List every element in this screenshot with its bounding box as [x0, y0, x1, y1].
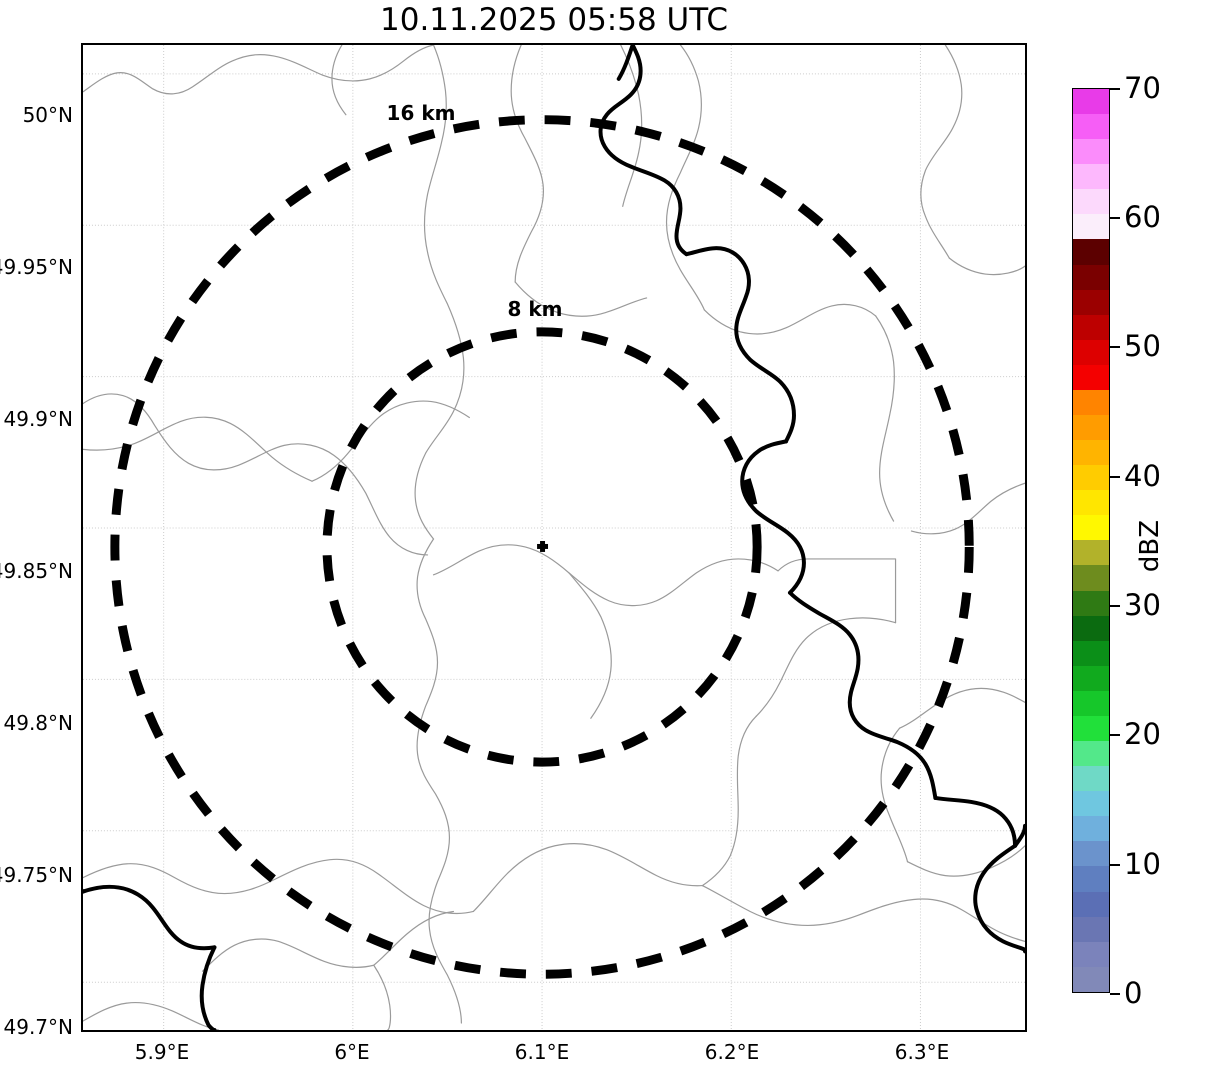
colorbar-band-9	[1073, 314, 1109, 340]
colorbar-band-31	[1073, 866, 1109, 892]
ytick-label-49.75: 49.75°N	[0, 863, 73, 887]
admin-boundaries	[83, 45, 1025, 1030]
colorbar-band-22	[1073, 640, 1109, 666]
colorbar-band-7	[1073, 264, 1109, 290]
colorbar-title: dBZ	[1135, 519, 1165, 573]
colorbar-band-4	[1073, 189, 1109, 215]
colorbar-label-30: 30	[1124, 588, 1161, 622]
ytick-label-49.9: 49.9°N	[3, 407, 74, 431]
colorbar-band-3	[1073, 164, 1109, 190]
xtick-label-6.2: 6.2°E	[704, 1040, 760, 1064]
colorbar-tick-40	[1110, 476, 1120, 478]
colorbar-band-33	[1073, 916, 1109, 942]
colorbar-tick-60	[1110, 217, 1120, 219]
colorbar-band-18	[1073, 540, 1109, 566]
colorbar-band-5	[1073, 214, 1109, 240]
grid-lines	[83, 45, 1025, 1030]
colorbar-band-11	[1073, 364, 1109, 390]
colorbar-label-40: 40	[1124, 459, 1161, 493]
colorbar-band-2	[1073, 139, 1109, 165]
colorbar-tick-70	[1110, 88, 1120, 90]
ring-label-8km: 8 km	[507, 297, 563, 321]
colorbar-band-8	[1073, 289, 1109, 315]
colorbar-label-70: 70	[1124, 71, 1161, 105]
colorbar-band-6	[1073, 239, 1109, 265]
colorbar-band-16	[1073, 490, 1109, 516]
colorbar[interactable]: 70 60 50 40 30 20 10 0	[1072, 71, 1161, 1010]
colorbar-label-50: 50	[1124, 329, 1161, 363]
colorbar-band-32	[1073, 891, 1109, 917]
page-title: 10.11.2025 05:58 UTC	[380, 2, 728, 38]
xtick-label-6: 6°E	[334, 1040, 370, 1064]
colorbar-label-60: 60	[1124, 200, 1161, 234]
xtick-label-6.1: 6.1°E	[514, 1040, 570, 1064]
colorbar-band-17	[1073, 515, 1109, 541]
ytick-label-49.8: 49.8°N	[3, 711, 74, 735]
ytick-label-49.95: 49.95°N	[0, 255, 73, 279]
xtick-label-6.3: 6.3°E	[894, 1040, 950, 1064]
colorbar-band-24	[1073, 690, 1109, 716]
ytick-label-50: 50°N	[22, 103, 73, 127]
colorbar-label-20: 20	[1124, 717, 1161, 751]
colorbar-band-20	[1073, 590, 1109, 616]
map-axes[interactable]: 16 km 8 km	[81, 43, 1027, 1032]
colorbar-tick-50	[1110, 346, 1120, 348]
colorbar-band-29	[1073, 816, 1109, 842]
colorbar-label-0: 0	[1124, 976, 1143, 1010]
map-canvas	[83, 45, 1025, 1030]
colorbar-band-35	[1073, 966, 1109, 992]
colorbar-band-0	[1073, 89, 1109, 115]
colorbar-band-13	[1073, 415, 1109, 441]
colorbar-tick-20	[1110, 734, 1120, 736]
ytick-label-49.7: 49.7°N	[3, 1015, 74, 1039]
radar-center-marker	[537, 540, 549, 552]
xtick-label-5.9: 5.9°E	[134, 1040, 190, 1064]
ytick-label-49.85: 49.85°N	[0, 559, 73, 583]
ring-label-16km: 16 km	[386, 101, 456, 125]
colorbar-band-12	[1073, 389, 1109, 416]
colorbar-band-28	[1073, 791, 1109, 817]
colorbar-label-10: 10	[1124, 847, 1161, 881]
colorbar-band-14	[1073, 440, 1109, 466]
range-ring-8km	[322, 327, 762, 767]
colorbar-gradient	[1072, 88, 1110, 993]
colorbar-tick-0	[1110, 993, 1120, 995]
colorbar-tick-30	[1110, 605, 1120, 607]
colorbar-band-30	[1073, 841, 1109, 867]
colorbar-band-21	[1073, 615, 1109, 641]
colorbar-band-1	[1073, 114, 1109, 140]
colorbar-band-26	[1073, 741, 1109, 767]
colorbar-band-34	[1073, 941, 1109, 967]
colorbar-band-19	[1073, 565, 1109, 591]
colorbar-band-10	[1073, 339, 1109, 365]
colorbar-tick-10	[1110, 864, 1120, 866]
national-border	[83, 45, 1025, 1030]
colorbar-band-27	[1073, 766, 1109, 792]
colorbar-band-23	[1073, 665, 1109, 691]
colorbar-band-25	[1073, 715, 1109, 742]
colorbar-band-15	[1073, 465, 1109, 491]
